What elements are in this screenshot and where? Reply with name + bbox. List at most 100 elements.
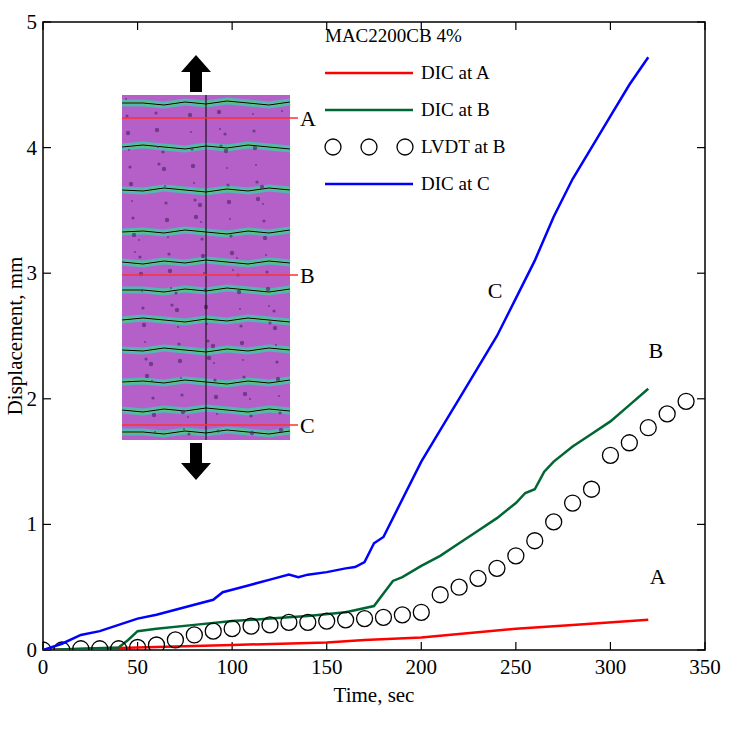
x-tick-label: 350	[689, 655, 721, 679]
legend-swatch	[325, 139, 341, 155]
speckle	[183, 428, 185, 430]
series-marker	[659, 406, 675, 422]
series-marker	[602, 447, 618, 463]
legend-swatch	[325, 109, 413, 112]
x-axis-title: Time, sec	[334, 683, 415, 707]
speckle	[252, 113, 254, 115]
x-tick	[704, 22, 705, 30]
series-marker	[413, 604, 429, 620]
y-tick	[43, 398, 51, 399]
speckle	[128, 149, 130, 151]
data-group	[43, 57, 694, 650]
speckle	[168, 269, 172, 273]
speckle	[193, 182, 195, 184]
speckle	[203, 272, 205, 274]
x-tick	[704, 642, 705, 650]
x-tick	[610, 642, 611, 650]
series-marker	[281, 614, 297, 630]
speckle	[200, 221, 202, 223]
legend-label: DIC at B	[421, 99, 490, 120]
series-line	[43, 57, 648, 650]
speckle	[170, 287, 172, 289]
legend-label: DIC at A	[421, 62, 490, 83]
line-label: A	[650, 564, 666, 589]
speckle	[138, 239, 140, 241]
series-marker	[357, 611, 373, 627]
speckle	[224, 149, 228, 153]
speckle	[260, 185, 264, 189]
speckle	[278, 395, 280, 397]
series-marker	[565, 495, 581, 511]
speckle	[253, 146, 257, 150]
speckle	[138, 255, 141, 258]
speckle	[216, 413, 218, 415]
speckle	[125, 98, 127, 100]
arrow	[181, 55, 211, 72]
speckle	[276, 377, 280, 381]
series-marker	[489, 560, 505, 576]
series-marker	[621, 435, 637, 451]
x-tick-label: 100	[216, 655, 248, 679]
series-marker	[640, 420, 656, 436]
speckle	[164, 185, 166, 187]
speckle	[161, 150, 164, 153]
speckle	[223, 132, 226, 135]
speckle	[226, 183, 229, 186]
x-tick-label: 300	[595, 655, 627, 679]
x-tick	[515, 22, 516, 30]
legend: MAC2200CB 4%DIC at ADIC at BLVDT at BDIC…	[325, 25, 505, 194]
speckle	[252, 129, 255, 132]
speckle	[236, 257, 238, 259]
series-marker	[148, 637, 164, 650]
series-marker	[527, 533, 543, 549]
x-tick-label: 0	[38, 655, 49, 679]
series-marker	[546, 514, 562, 530]
speckle	[249, 414, 252, 417]
speckle	[157, 162, 160, 165]
speckle	[142, 323, 146, 327]
series-marker	[167, 632, 183, 648]
legend-title: MAC2200CB 4%	[325, 25, 462, 46]
speckle	[129, 182, 133, 186]
speckle	[219, 128, 221, 130]
chart: ABC050100150200250300350012345Time, secD…	[0, 0, 738, 743]
y-tick-label: 1	[27, 512, 38, 536]
speckle	[164, 201, 167, 204]
speckle	[141, 306, 144, 309]
speckle	[207, 356, 211, 360]
series-marker	[451, 579, 467, 595]
series-line	[43, 389, 648, 650]
speckle	[187, 416, 189, 418]
series-marker	[205, 623, 221, 639]
speckle	[180, 377, 182, 379]
series-marker	[470, 570, 486, 586]
series-marker	[394, 607, 410, 623]
speckle	[256, 197, 260, 201]
series-marker	[584, 481, 600, 497]
speckle	[216, 429, 219, 432]
x-tick	[610, 22, 611, 30]
speckle	[134, 251, 136, 253]
arrow	[181, 463, 211, 480]
series-marker	[508, 548, 524, 564]
speckle	[177, 326, 179, 328]
speckle	[178, 359, 182, 363]
speckle	[201, 254, 205, 258]
legend-label: DIC at C	[421, 173, 490, 194]
series-marker	[92, 641, 108, 650]
speckle	[162, 167, 166, 171]
speckle	[263, 236, 267, 240]
speckle	[278, 411, 281, 414]
series-marker	[243, 618, 259, 634]
series-marker	[224, 621, 240, 637]
speckle	[149, 362, 153, 366]
x-tick	[515, 642, 516, 650]
speckle	[213, 362, 215, 364]
line-label: C	[488, 278, 503, 303]
speckle	[229, 218, 231, 220]
speckle	[243, 392, 247, 396]
series-marker	[678, 393, 694, 409]
speckle	[190, 131, 192, 133]
y-tick	[697, 273, 705, 274]
legend-swatch	[361, 139, 377, 155]
